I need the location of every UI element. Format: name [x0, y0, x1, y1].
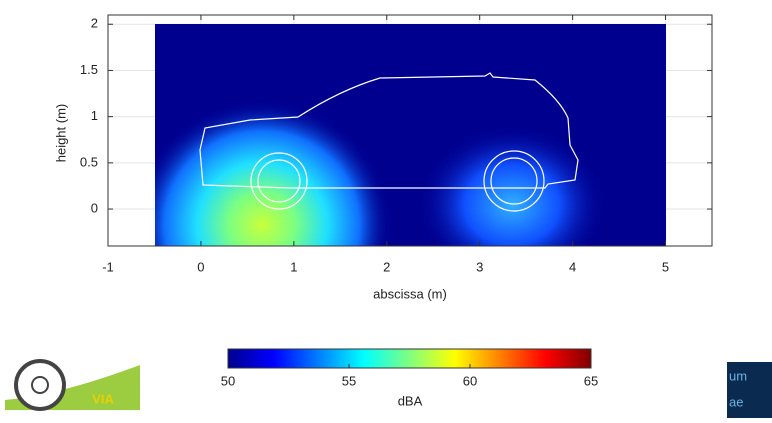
- colorbar: [227, 348, 592, 369]
- y-tick-label: 0: [91, 200, 98, 215]
- x-tick-label: 5: [662, 259, 669, 274]
- x-tick-label: 4: [569, 259, 576, 274]
- y-tick-label: 1.5: [80, 62, 98, 77]
- logo-text: um: [729, 368, 747, 383]
- x-tick-label: 0: [197, 259, 204, 274]
- axes-frame: [107, 14, 713, 247]
- y-tick-label: 0.5: [80, 154, 98, 169]
- colorbar-tick-label: 65: [584, 373, 598, 388]
- x-tick-label: -1: [102, 259, 114, 274]
- logo-text: ae: [729, 394, 743, 409]
- y-tick-label: 2: [91, 16, 98, 31]
- colorbar-tick-label: 55: [342, 373, 356, 388]
- logo-right: um ae: [727, 362, 772, 418]
- colorbar-tick-label: 60: [463, 373, 477, 388]
- sound-field: [155, 24, 666, 246]
- x-tick-label: 1: [290, 259, 297, 274]
- y-axis-label: height (m): [53, 104, 68, 163]
- y-tick-label: 1: [91, 108, 98, 123]
- colorbar-label: dBA: [398, 393, 423, 408]
- colorbar-tick-label: 50: [221, 373, 235, 388]
- x-tick-label: 2: [383, 259, 390, 274]
- car-outline: [199, 72, 579, 212]
- colorbar-axis: 50 55 60 65: [221, 364, 598, 388]
- x-axis-label: abscissa (m): [373, 286, 447, 301]
- logo-left: VIA: [5, 359, 140, 411]
- x-tick-label: 3: [476, 259, 483, 274]
- logo-text: VIA: [92, 391, 114, 406]
- axes: -1 0 1 2 3 4 5 0 0.5 1 1.5 2: [80, 15, 712, 274]
